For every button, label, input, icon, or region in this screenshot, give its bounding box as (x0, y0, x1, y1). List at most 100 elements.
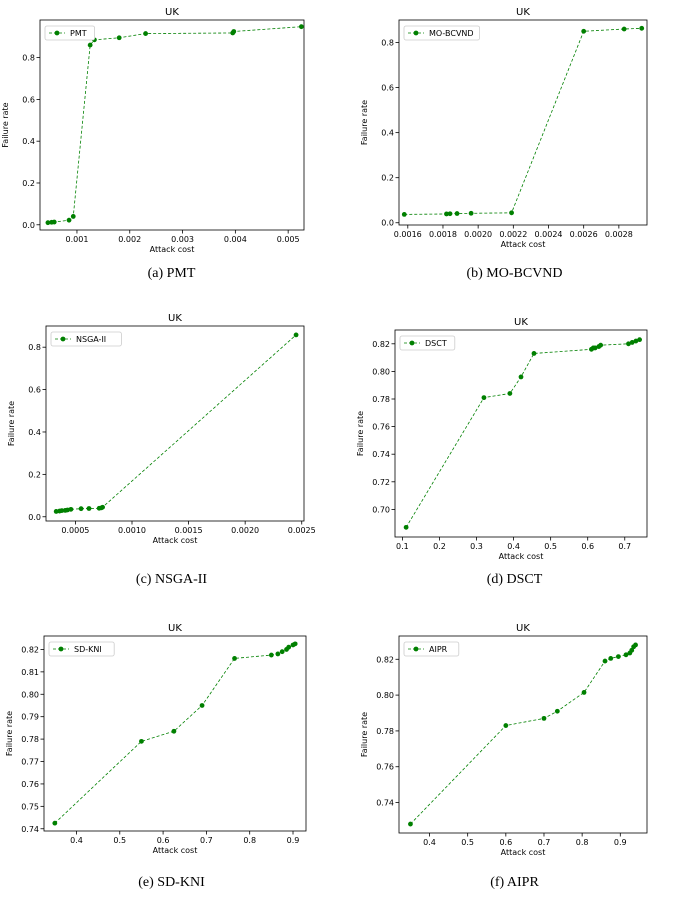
y-tick-label: 0.6 (22, 95, 35, 104)
data-point (292, 641, 298, 647)
x-tick-label: 0.5 (113, 836, 126, 845)
data-point (621, 26, 627, 32)
chart-panel-f: UK 0.4 0.5 0.6 0.7 0.8 0.9 0.74 0.76 0.78 0.80 0.82… (343, 610, 686, 909)
y-axis-label: Failure rate (360, 712, 369, 757)
chart-title: UK (165, 7, 179, 18)
data-point (615, 654, 621, 659)
y-tick-label: 0.74 (21, 825, 39, 834)
x-tick-label: 0.8 (243, 836, 256, 845)
x-tick-label: 0.0026 (570, 230, 598, 239)
x-tick-label: 0.6 (499, 838, 512, 847)
series-line (405, 339, 640, 528)
x-tick-label: 0.0025 (288, 526, 316, 535)
y-tick-label: 0.82 (21, 645, 39, 654)
legend-marker (413, 30, 419, 36)
legend-label: DSCT (425, 339, 447, 348)
x-tick-label: 0.0005 (61, 526, 89, 535)
data-point (401, 212, 407, 217)
y-tick-label: 0.74 (376, 799, 394, 808)
legend-box (403, 25, 480, 41)
data-point (623, 652, 629, 658)
legend-label: AIPR (429, 645, 448, 654)
y-tick-label: 0.4 (28, 428, 41, 437)
data-point (581, 28, 587, 34)
y-tick-label: 0.76 (376, 763, 394, 772)
caption-b: (b) MO-BCVND (466, 266, 563, 281)
data-point (608, 655, 614, 661)
y-tick-label: 0.78 (376, 727, 394, 736)
legend-box (403, 641, 460, 657)
x-tick-label: 0.7 (200, 836, 213, 845)
legend-box (50, 331, 122, 347)
series-line (54, 643, 296, 824)
y-axis-label: Failure rate (356, 411, 365, 456)
x-axis-label: Attack cost (153, 536, 198, 545)
x-tick-label: 0.0015 (175, 526, 203, 535)
legend-label: MO-BCVND (429, 29, 474, 38)
caption-a: (a) PMT (147, 266, 196, 281)
y-tick-label: 0.80 (21, 690, 39, 699)
legend-marker (409, 340, 415, 346)
data-point (51, 219, 57, 225)
x-tick-label: 0.3 (470, 542, 483, 551)
y-tick-label: 0.80 (376, 691, 394, 700)
legend-box (44, 25, 95, 41)
x-tick-label: 0.9 (287, 836, 300, 845)
data-point (70, 214, 76, 219)
data-point (139, 738, 144, 744)
x-tick-label: 0.003 (171, 235, 194, 244)
x-tick-label: 0.0022 (499, 230, 527, 239)
x-tick-label: 0.4 (423, 838, 436, 847)
y-tick-label: 0.76 (21, 780, 39, 789)
chart-title: UK (168, 313, 182, 324)
data-point (59, 508, 65, 514)
y-tick-label: 0.2 (22, 179, 35, 188)
chart-d: UK 0.1 0.2 0.3 0.4 0.5 0.6 0.7 0.70 0.72 0.74 0.76 0… (356, 317, 648, 561)
y-tick-label: 0.6 (381, 84, 394, 93)
x-tick-label: 0.0016 (394, 230, 422, 239)
y-axis-label: Failure rate (5, 711, 14, 756)
data-point (45, 220, 51, 226)
x-tick-label: 0.0024 (535, 230, 563, 239)
y-tick-label: 0.4 (381, 129, 394, 138)
data-point (531, 351, 537, 356)
caption-e: (e) SD-KNI (138, 875, 205, 890)
data-point (518, 374, 524, 380)
chart-b: UK 0.0016 0.0018 0.0020 0.0022 0.0024 0.0026 0.… (360, 7, 648, 249)
x-tick-label: 0.8 (576, 838, 589, 847)
plot-frame (43, 635, 307, 832)
data-point (87, 42, 93, 48)
x-tick-label: 0.0028 (605, 230, 633, 239)
legend-box (399, 335, 456, 351)
x-tick-label: 0.9 (614, 838, 627, 847)
y-tick-label: 0.77 (21, 758, 39, 767)
series-line (56, 334, 297, 512)
data-point (286, 644, 292, 650)
plot-frame (45, 325, 305, 522)
data-point (454, 211, 460, 216)
y-tick-label: 0.0 (381, 219, 394, 228)
y-tick-label: 0.2 (28, 470, 41, 479)
y-tick-label: 0.82 (372, 340, 390, 349)
y-tick-label: 0.70 (372, 505, 390, 514)
chart-panel-b: UK 0.0016 0.0018 0.0020 0.0022 0.0024 0.0026 0.… (343, 0, 686, 299)
data-point (592, 345, 598, 351)
data-point (171, 728, 177, 734)
y-tick-label: 0.6 (28, 386, 41, 395)
data-point (403, 524, 409, 530)
y-tick-label: 0.81 (21, 668, 39, 677)
legend-marker (58, 646, 64, 652)
data-point (581, 690, 587, 695)
data-point (231, 29, 237, 34)
data-point (602, 658, 608, 664)
x-tick-label: 0.0020 (231, 526, 259, 535)
data-point (100, 504, 105, 510)
data-point (447, 211, 453, 217)
x-tick-label: 0.5 (461, 838, 474, 847)
data-point (66, 217, 72, 223)
y-axis-label: Failure rate (1, 102, 10, 147)
plot-frame (394, 329, 648, 538)
y-tick-label: 0.8 (28, 343, 41, 352)
chart-title: UK (168, 623, 182, 634)
data-point (639, 25, 645, 31)
